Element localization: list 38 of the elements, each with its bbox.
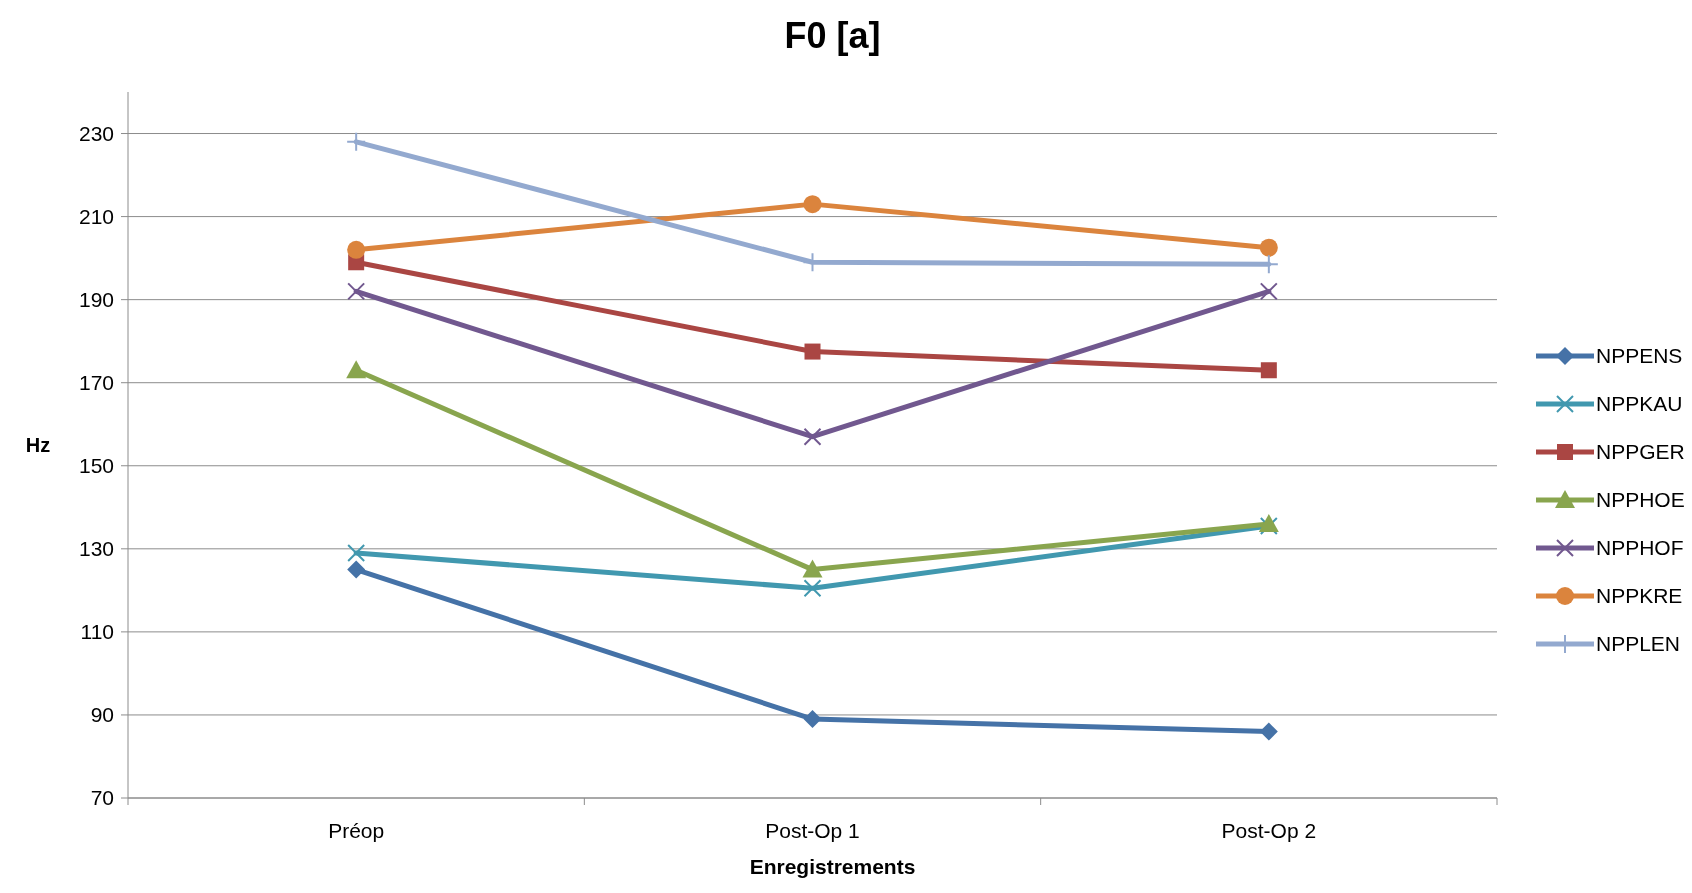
y-tick-label: 190 [78, 288, 114, 311]
point [1260, 362, 1277, 379]
x-tick-label: Post-Op 2 [1221, 819, 1317, 842]
point [346, 360, 367, 379]
y-axis-title: Hz [25, 434, 51, 456]
y-tick-label: 230 [78, 121, 114, 145]
legend-label: NPPGER [1596, 440, 1685, 464]
x-tick-label: Post-Op 1 [765, 819, 860, 842]
point [803, 427, 822, 446]
legend-label: NPPKAU [1596, 392, 1683, 416]
y-tick-label: 90 [90, 703, 114, 727]
x-axis-title: Enregistrements [749, 855, 916, 878]
point [346, 131, 367, 152]
point [802, 559, 823, 578]
legend-label: NPPHOE [1596, 488, 1685, 512]
y-tick-label: 110 [80, 620, 114, 644]
y-tick-label: 130 [78, 537, 114, 561]
legend-label: NPPHOF [1596, 536, 1684, 560]
point [1259, 282, 1278, 301]
point [347, 240, 366, 259]
point [1259, 722, 1278, 741]
point [1259, 238, 1278, 257]
y-tick-label: 70 [90, 786, 114, 810]
point [803, 579, 822, 598]
point [347, 282, 366, 301]
point [803, 195, 822, 214]
chart-title: F0 [a] [784, 15, 881, 56]
y-tick-label: 170 [78, 371, 114, 395]
legend-label: NPPKRE [1596, 584, 1683, 608]
legend-label: NPPENS [1596, 344, 1683, 368]
legend-label: NPPLEN [1596, 632, 1681, 656]
point [347, 543, 366, 562]
x-tick-label: Préop [328, 819, 385, 842]
point [803, 710, 822, 729]
y-tick-label: 210 [78, 204, 114, 228]
point [347, 560, 366, 579]
point [804, 343, 821, 360]
y-tick-label: 150 [78, 454, 114, 478]
